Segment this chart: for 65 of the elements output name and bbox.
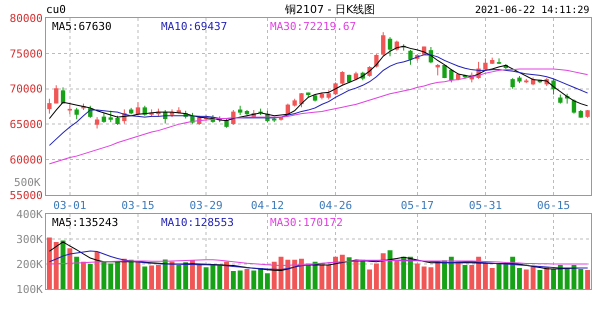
candlestick (102, 112, 106, 124)
candlestick (340, 70, 345, 86)
text: MA30:170172 (270, 216, 343, 229)
candlestick (578, 110, 583, 118)
candlestick (108, 110, 113, 123)
y-tick-label: 55000 (10, 188, 43, 202)
candlestick (449, 68, 454, 83)
candlestick (483, 58, 488, 71)
line-series (48, 54, 588, 146)
candlestick (510, 78, 515, 90)
candlestick (530, 76, 536, 86)
candlestick (388, 36, 392, 57)
line-series (48, 46, 588, 122)
candlestick (47, 98, 52, 114)
candlestick (490, 57, 494, 65)
candlestick (68, 104, 72, 115)
y-tick-label: 80000 (10, 12, 43, 25)
candlestick (54, 84, 58, 104)
candlestick (312, 94, 318, 102)
candlestick (326, 90, 331, 100)
text: 2021-06-22 14:11:29 (475, 5, 590, 16)
line-series (48, 68, 588, 164)
series-label: MA5:135243 (52, 216, 118, 229)
candlestick (115, 115, 120, 126)
candlestick (381, 32, 386, 56)
y-tick-label: 65000 (10, 118, 43, 132)
candlestick (585, 110, 590, 118)
candlestick (128, 107, 134, 115)
text: cu0 (46, 3, 66, 16)
text: MA5:67630 (52, 20, 112, 33)
y-tick-label: 400K (16, 208, 44, 221)
candlestick (436, 64, 440, 76)
candlestick (292, 98, 297, 107)
y-tick-label: 75000 (10, 47, 43, 60)
text: 500K (14, 176, 41, 189)
x-tick-label: 06-15 (536, 199, 570, 212)
x-tick-label: 03-15 (121, 199, 155, 212)
candlestick (238, 105, 242, 116)
y-tick-label: 100K (16, 282, 44, 296)
candlestick (306, 92, 310, 98)
candlestick (517, 76, 522, 84)
candlestick (320, 92, 324, 100)
candlestick (496, 58, 502, 65)
x-tick-label: 03-29 (190, 199, 223, 212)
y-tick-label: 70000 (10, 82, 43, 96)
x-tick-label: 04-26 (318, 199, 352, 212)
x-tick-label: 03-01 (53, 199, 86, 212)
candlestick (94, 116, 100, 129)
candlestick (286, 103, 290, 116)
candlestick (524, 78, 528, 84)
candlestick (136, 102, 140, 116)
candlestick (558, 94, 563, 104)
x-tick-label: 05-17 (400, 199, 434, 212)
text: MA30:72219.67 (270, 20, 356, 33)
candlestick (272, 116, 276, 123)
candlestick (74, 107, 79, 120)
y-tick-label: 200K (16, 258, 44, 271)
x-tick-label: 04-12 (250, 199, 284, 212)
chart-title: 铜2107 - 日K线图 (284, 3, 376, 16)
candlestick (346, 74, 352, 84)
text: MA10:128553 (161, 216, 234, 229)
y-tick-label: 60000 (10, 153, 43, 166)
text: MA10:69437 (161, 20, 228, 33)
y-tick-label: 300K (16, 232, 44, 246)
x-tick-label: 05-31 (468, 199, 502, 212)
